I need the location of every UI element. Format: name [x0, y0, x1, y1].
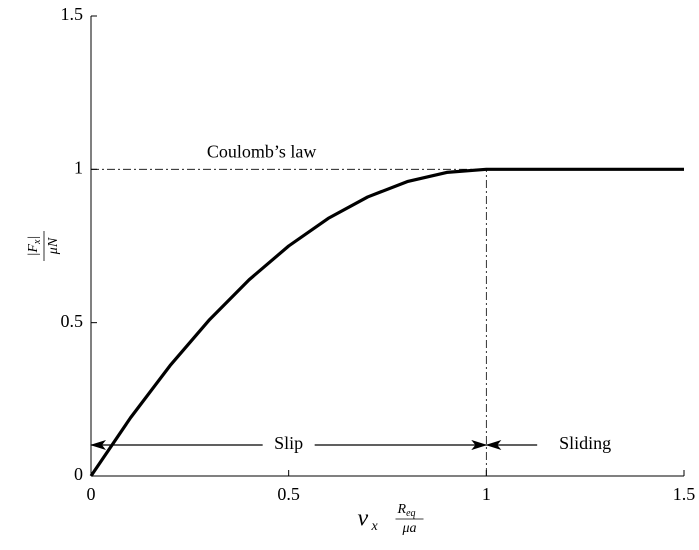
- y-tick-label: 1.5: [61, 4, 84, 24]
- y-label: |Fx|μN: [26, 231, 61, 261]
- x-label-denominator: μa: [401, 521, 416, 536]
- x-tick-label: 0: [87, 484, 96, 504]
- x-label-numerator: Req: [397, 502, 416, 519]
- x-label-subscript: x: [371, 519, 379, 534]
- y-label-numerator-main: |F: [26, 244, 41, 257]
- region-label: Slip: [274, 433, 303, 453]
- x-label-symbol: ν: [358, 506, 369, 532]
- y-tick-label: 1: [74, 157, 83, 177]
- x-label-numerator-main: R: [397, 502, 407, 517]
- y-label-denominator: μN: [46, 237, 61, 255]
- x-tick-label: 1: [482, 484, 491, 504]
- y-label-numerator-end: |: [26, 236, 41, 240]
- x-tick-label: 1.5: [673, 484, 696, 504]
- x-label-numerator-subscript: eq: [406, 508, 415, 519]
- region-label: Sliding: [559, 433, 611, 453]
- x-tick-label: 0.5: [277, 484, 300, 504]
- y-tick-label: 0: [74, 464, 83, 484]
- curve: [89, 167, 684, 477]
- annotation: Coulomb’s law: [207, 141, 317, 161]
- y-label-numerator: |Fx|: [26, 236, 43, 257]
- y-tick-label: 0.5: [61, 311, 84, 331]
- y-label-numerator-subscript: x: [32, 239, 43, 245]
